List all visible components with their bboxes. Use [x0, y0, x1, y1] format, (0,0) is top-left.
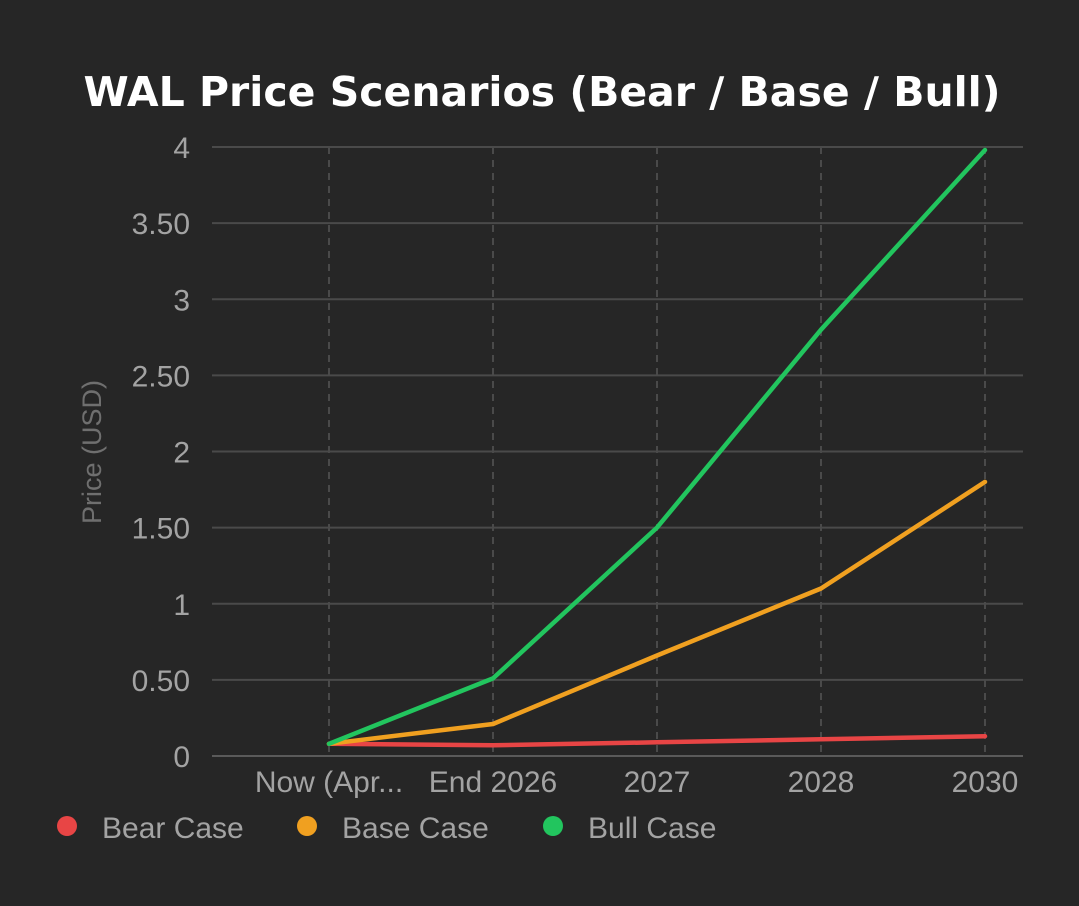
legend-label: Base Case — [342, 812, 489, 845]
legend-label: Bull Case — [588, 812, 716, 845]
y-tick-label: 4 — [173, 132, 190, 165]
x-tick-label: 2027 — [624, 766, 691, 799]
x-tick-label: 2030 — [952, 766, 1019, 799]
y-axis-ticks: 0 0.50 1 1.50 2 2.50 3 3.50 4 — [132, 132, 190, 774]
y-tick-label: 3 — [173, 284, 190, 317]
series-lines — [326, 147, 988, 748]
x-axis-ticks: Now (Apr... End 2026 2027 2028 2030 — [255, 766, 1019, 799]
y-axis-title: Price (USD) — [77, 380, 107, 524]
series-line-bear-case — [326, 733, 988, 748]
legend-marker — [57, 816, 77, 836]
y-tick-label: 0 — [173, 741, 190, 774]
y-tick-label: 1 — [173, 589, 190, 622]
y-tick-label: 2 — [173, 437, 190, 470]
y-tick-label: 1.50 — [132, 513, 190, 546]
legend-marker — [297, 816, 317, 836]
grid — [212, 146, 1023, 757]
chart-title: WAL Price Scenarios (Bear / Base / Bull) — [84, 68, 1001, 116]
series-line-bull-case — [326, 147, 988, 747]
x-tick-label: End 2026 — [429, 766, 557, 799]
x-tick-label: 2028 — [788, 766, 855, 799]
legend-label: Bear Case — [102, 812, 244, 845]
series-line-base-case — [326, 479, 988, 747]
y-tick-label: 3.50 — [132, 208, 190, 241]
y-tick-label: 0.50 — [132, 665, 190, 698]
legend-marker — [543, 816, 563, 836]
y-tick-label: 2.50 — [132, 360, 190, 393]
legend: Bear Case Base Case Bull Case — [57, 812, 716, 845]
x-tick-label: Now (Apr... — [255, 766, 403, 799]
